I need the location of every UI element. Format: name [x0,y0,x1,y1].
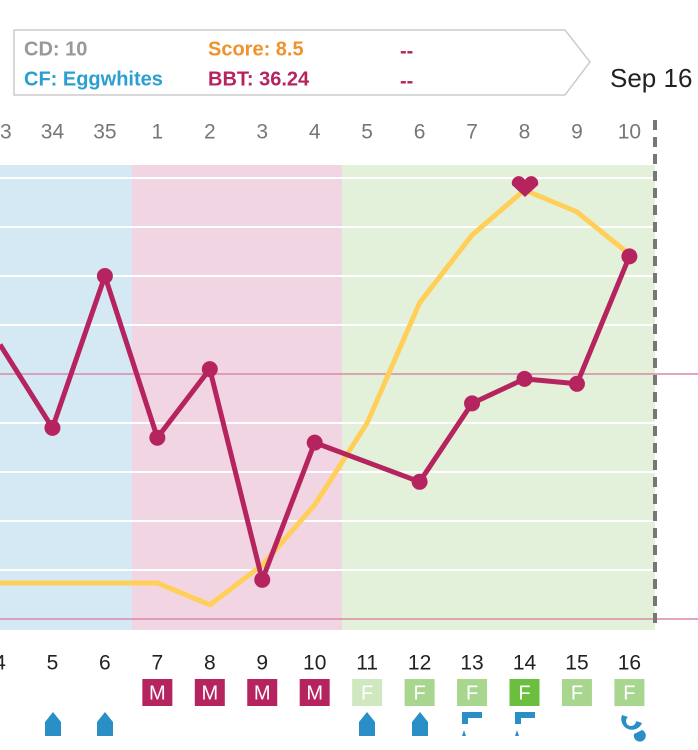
bbt-point [464,395,481,412]
bbt-point [201,361,218,378]
cycle-day-label: 10 [618,121,641,144]
date-label: 13 [460,652,483,675]
tap-icon [515,712,535,736]
bbt-point [568,375,585,392]
date-label: 5 [47,652,59,675]
badge-label: F [413,682,425,704]
bbt-line [0,255,632,583]
cycle-day-label: 5 [361,121,373,144]
date-label: 14 [513,652,537,675]
badge [404,679,435,706]
tooltip-bbt: BBT: 36.24 [208,68,310,90]
bbt-point [254,571,271,588]
tooltip-cf: CF: Eggwhites [24,68,163,90]
date-label: 7 [152,652,164,675]
badge-label: F [571,682,583,704]
bbt-point [411,473,428,490]
badge [299,679,330,706]
phase-menstrual-prior [0,165,132,630]
drop-icon [97,712,113,736]
badge [247,679,278,706]
badge-label: F [361,682,373,704]
date-label: 6 [99,652,111,675]
tooltip-cd: CD: 10 [24,38,87,60]
date-label: 10 [303,652,326,675]
badge-label: M [306,682,323,704]
tooltip-extra: -- [400,40,413,62]
heart-icon [511,176,539,197]
date-label: 8 [204,652,216,675]
tooltip-score: Score: 8.5 [208,38,304,60]
cycle-day-label: 1 [152,121,164,144]
badge [614,679,645,706]
badge-label: M [201,682,218,704]
drop-icon [359,712,375,736]
drop-icon [45,712,61,736]
cycle-day-label: 4 [309,121,321,144]
badge-label: M [254,682,271,704]
date-label: 15 [565,652,588,675]
badge [509,679,540,706]
cycle-day-label: 7 [466,121,478,144]
bbt-point [44,419,61,436]
badge [561,679,592,706]
cycle-day-label: 8 [519,121,531,144]
cycle-day-label: 3 [256,121,268,144]
icons [45,712,646,742]
date-label: 11 [356,652,378,675]
cycle-day-label: 2 [204,121,216,144]
bbt-point [516,370,533,387]
bbt-point [621,248,638,265]
swirl-icon [621,715,646,742]
tooltip-box [13,29,591,96]
cycle-day-label: 6 [414,121,426,144]
cycle-day-label: 35 [93,121,116,144]
badge-label: F [623,682,635,704]
date-label: 9 [256,652,268,675]
cycle-day-label: 34 [41,121,65,144]
bbt-point [96,268,113,284]
tooltip-extra: -- [400,70,413,92]
date-label: 12 [408,652,431,675]
tap-icon [462,712,482,736]
badge-label: F [518,682,530,704]
badge [194,679,225,706]
bbt-point [149,429,166,446]
badge [457,679,488,706]
badge-label: M [149,682,166,704]
date-header: Sep 16 [610,63,692,93]
badge [352,679,383,706]
bbt-point [306,434,323,451]
cycle-day-label: 9 [571,121,583,144]
badge [142,679,173,706]
date-label: 4 [0,652,6,675]
phase-fertile [342,165,655,630]
phase-period [132,165,342,630]
drop-icon [412,712,428,736]
badge-label: F [466,682,478,704]
date-label: 16 [618,652,641,675]
cycle-day-label: 33 [0,121,12,144]
